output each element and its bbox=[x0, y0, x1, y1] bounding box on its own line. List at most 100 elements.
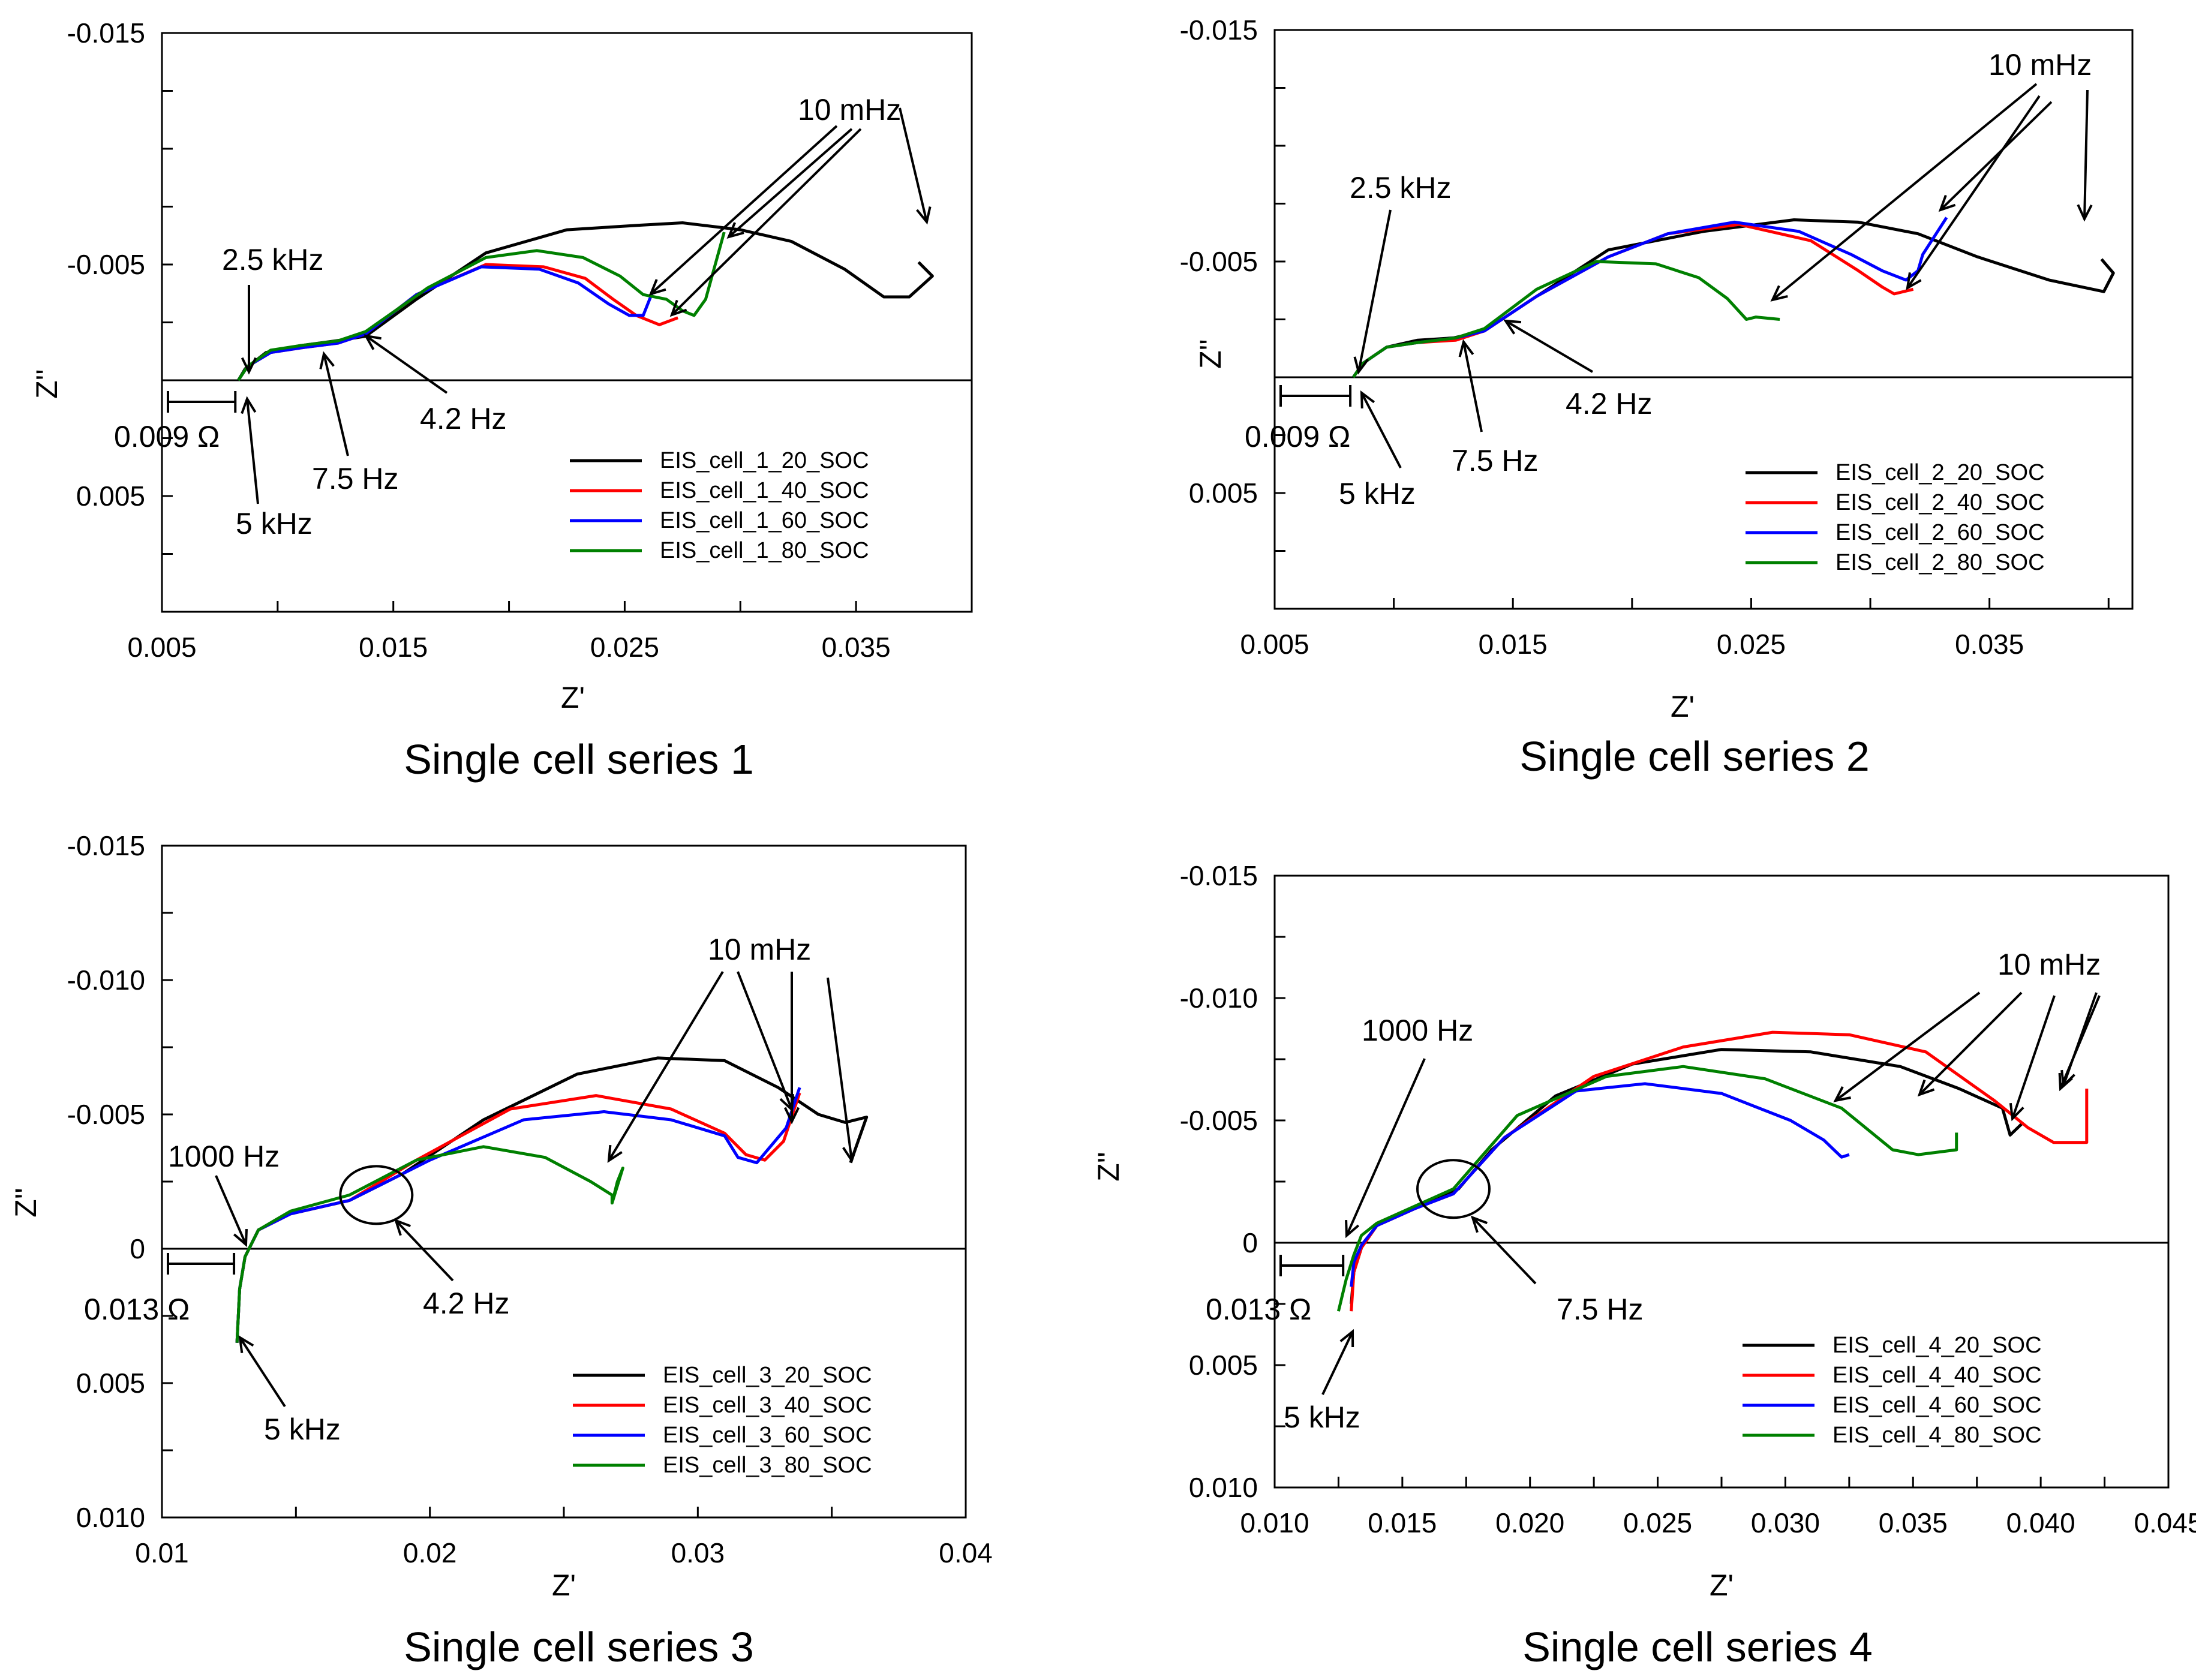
legend: EIS_cell_1_20_SOC EIS_cell_1_40_SOC EIS_ce… bbox=[570, 448, 869, 563]
x-tick-label: 0.015 bbox=[1368, 1507, 1437, 1538]
annotation-arrowhead bbox=[1339, 1329, 1354, 1348]
annotation-arrow bbox=[1771, 83, 2038, 301]
annotation-label: 10 mHz bbox=[798, 93, 901, 127]
annotation-arrow bbox=[671, 128, 862, 316]
annotation-arrowhead bbox=[726, 222, 744, 239]
chart-panel-1: 0.005 0.015 0.025 0.035 -0.015 -0.005 0.005 Z' Z… bbox=[30, 17, 973, 783]
annotation-arrowhead bbox=[1938, 194, 1956, 212]
series-line-EIS_cell_3_60_SOC bbox=[235, 1087, 801, 1343]
y-tick-label: -0.005 bbox=[1180, 1105, 1258, 1136]
annotation-arrowhead bbox=[842, 1145, 858, 1164]
legend-entry: EIS_cell_4_40_SOC bbox=[1832, 1363, 2042, 1388]
annotation-arrow bbox=[899, 107, 928, 223]
x-axis-label: Z' bbox=[1671, 690, 1695, 723]
x-tick-label: 0.025 bbox=[1717, 629, 1786, 660]
annotation-label: 5 kHz bbox=[236, 507, 313, 540]
y-tick-label: -0.015 bbox=[1180, 860, 1258, 891]
x-axis-label: Z' bbox=[552, 1568, 576, 1602]
annotation-label: 10 mHz bbox=[1988, 48, 2092, 82]
annotation-arrowhead bbox=[1360, 390, 1375, 409]
x-tick-label: 0.005 bbox=[127, 632, 196, 663]
annotation-arrow bbox=[365, 335, 448, 394]
y-tick-label: 0.005 bbox=[76, 480, 145, 512]
annotation-arrow bbox=[246, 398, 259, 504]
chart-panel-2: 0.005 0.015 0.025 0.035 -0.015 -0.005 0.005 Z' Z… bbox=[1180, 14, 2134, 780]
annotation-arrow bbox=[1360, 392, 1402, 468]
x-tick-label: 0.040 bbox=[2006, 1507, 2075, 1538]
y-tick-label: 0 bbox=[1242, 1227, 1258, 1258]
x-tick-label: 0.005 bbox=[1240, 629, 1309, 660]
legend: EIS_cell_3_20_SOC EIS_cell_3_40_SOC EIS_ce… bbox=[573, 1363, 872, 1478]
annotation-arrow bbox=[1462, 341, 1483, 432]
x-tick-label: 0.01 bbox=[135, 1537, 189, 1568]
annotation-arrowhead bbox=[1458, 339, 1474, 357]
legend-entry: EIS_cell_1_80_SOC bbox=[660, 538, 869, 563]
series-line-EIS_cell_4_80_SOC bbox=[1336, 1065, 1958, 1312]
annotation-label: 1000 Hz bbox=[168, 1140, 280, 1173]
annotation-arrow bbox=[827, 977, 853, 1161]
legend-entry: EIS_cell_3_80_SOC bbox=[663, 1453, 872, 1478]
highlight-circle bbox=[339, 1165, 414, 1225]
annotation-arrow bbox=[1321, 1331, 1354, 1395]
annotation-label: 10 mHz bbox=[708, 933, 811, 966]
annotation-arrow bbox=[1471, 1216, 1537, 1285]
annotation-label: 2.5 kHz bbox=[222, 243, 324, 277]
chart-panel-3: 0.01 0.02 0.03 0.04 -0.015 -0.010 -0.005 0 0.005… bbox=[9, 830, 993, 1670]
x-tick-label: 0.015 bbox=[359, 632, 428, 663]
y-tick-label: -0.015 bbox=[67, 830, 145, 861]
y-tick-label: -0.005 bbox=[1180, 246, 1258, 277]
legend-entry: EIS_cell_1_40_SOC bbox=[660, 478, 869, 503]
highlight-circle bbox=[1416, 1159, 1491, 1219]
annotation-arrowhead bbox=[783, 1107, 800, 1125]
y-tick-label: 0.005 bbox=[1189, 1350, 1258, 1381]
series-line-EIS_cell_1_40_SOC bbox=[237, 263, 678, 381]
annotation-arrowhead bbox=[1906, 272, 1922, 290]
x-tick-label: 0.03 bbox=[671, 1537, 725, 1568]
annotation-arrowhead bbox=[669, 299, 687, 317]
legend-entry: EIS_cell_4_60_SOC bbox=[1832, 1393, 2042, 1418]
annotation-arrow bbox=[239, 1336, 286, 1408]
annotation-arrowhead bbox=[233, 1228, 248, 1248]
annotation-label: 4.2 Hz bbox=[420, 402, 507, 435]
annotation-arrow bbox=[1939, 101, 2053, 211]
y-tick-label: -0.005 bbox=[67, 249, 145, 280]
series-line-EIS_cell_4_40_SOC bbox=[1350, 1030, 2089, 1312]
series-line-EIS_cell_3_40_SOC bbox=[235, 1092, 801, 1343]
y-axis-label: Z'' bbox=[1194, 339, 1227, 369]
annotation-arrow bbox=[728, 128, 853, 238]
annotation-arrowhead bbox=[2009, 1102, 2024, 1122]
series-line-EIS_cell_2_60_SOC bbox=[1352, 217, 1948, 378]
y-tick-label: 0 bbox=[130, 1233, 145, 1264]
legend-entry: EIS_cell_3_20_SOC bbox=[663, 1363, 872, 1388]
annotation-label: 5 kHz bbox=[1339, 477, 1416, 510]
x-tick-label: 0.020 bbox=[1495, 1507, 1564, 1538]
annotation-arrow bbox=[2011, 995, 2056, 1119]
annotation-arrowhead bbox=[241, 357, 257, 375]
series-line-EIS_cell_1_20_SOC bbox=[237, 221, 934, 381]
annotation-arrow bbox=[1504, 320, 1594, 373]
legend: EIS_cell_4_20_SOC EIS_cell_4_40_SOC EIS_ce… bbox=[1743, 1333, 2042, 1448]
annotation-arrow bbox=[1357, 209, 1392, 372]
series-line-EIS_cell_2_20_SOC bbox=[1352, 218, 2115, 378]
legend: EIS_cell_2_20_SOC EIS_cell_2_40_SOC EIS_ce… bbox=[1746, 460, 2045, 575]
series-line-EIS_cell_1_60_SOC bbox=[237, 265, 654, 381]
annotation-arrow bbox=[323, 353, 349, 456]
offset-label: 0.013 Ω bbox=[84, 1293, 190, 1326]
annotation-arrow bbox=[737, 971, 793, 1110]
annotation-arrow bbox=[2083, 89, 2089, 220]
annotation-label: 7.5 Hz bbox=[312, 462, 399, 495]
legend-entry: EIS_cell_2_40_SOC bbox=[1835, 490, 2045, 515]
x-tick-label: 0.025 bbox=[590, 632, 659, 663]
annotation-arrowhead bbox=[607, 1144, 623, 1163]
annotation-arrow bbox=[215, 1175, 247, 1245]
annotation-arrowhead bbox=[916, 206, 932, 225]
annotation-label: 7.5 Hz bbox=[1452, 444, 1539, 477]
panel-caption: Single cell series 2 bbox=[1519, 733, 1870, 780]
legend-entry: EIS_cell_4_20_SOC bbox=[1832, 1333, 2042, 1358]
legend-entry: EIS_cell_3_40_SOC bbox=[663, 1393, 872, 1418]
annotation-arrowhead bbox=[1353, 356, 1369, 375]
annotation-label: 4.2 Hz bbox=[1566, 387, 1653, 420]
annotation-arrowhead bbox=[1345, 1219, 1360, 1239]
annotation-arrowhead bbox=[2058, 1072, 2073, 1092]
annotation-label: 7.5 Hz bbox=[1557, 1293, 1644, 1326]
